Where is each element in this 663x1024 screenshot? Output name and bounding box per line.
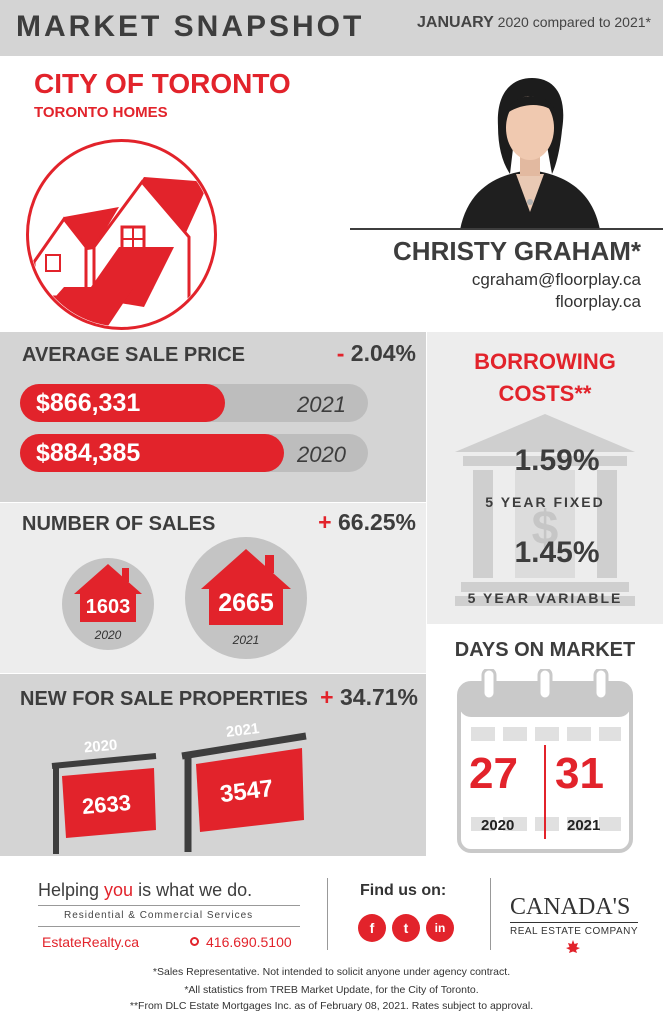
change-sign: + xyxy=(318,509,332,535)
number-of-sales-change: + 66.25% xyxy=(318,509,416,536)
agent-website-link[interactable]: floorplay.ca xyxy=(555,292,641,311)
bank-icon: $ xyxy=(455,414,635,606)
divider xyxy=(490,878,491,950)
variable-rate-label: 5 YEAR VARIABLE xyxy=(467,590,623,606)
days-year: 2021 xyxy=(567,817,601,834)
month-label: JANUARY xyxy=(417,14,494,31)
change-value: 66.25% xyxy=(337,509,416,535)
header-bar xyxy=(0,0,663,56)
borrowing-title-line2: COSTS** xyxy=(498,381,592,406)
sales-year: 2020 xyxy=(94,628,122,642)
borrowing-title-line1: BORROWING xyxy=(474,349,616,374)
sign-icon-2021 xyxy=(181,732,307,852)
phone-link[interactable]: 416.690.5100 xyxy=(206,934,292,950)
days-year: 2020 xyxy=(481,817,515,834)
tagline-part: Helping xyxy=(38,880,105,900)
page-title: MARKET SNAPSHOT xyxy=(16,10,365,43)
borrowing-title: BORROWING COSTS** xyxy=(427,346,663,410)
sales-value: 2665 xyxy=(218,589,274,617)
average-sale-price-title: AVERAGE SALE PRICE xyxy=(22,344,245,366)
price-bar-2021: $866,331 2021 xyxy=(20,384,368,422)
city-subtitle: TORONTO HOMES xyxy=(34,104,168,121)
city-title: CITY OF TORONTO xyxy=(34,68,291,99)
agent-email-link[interactable]: cgraham@floorplay.ca xyxy=(471,270,641,289)
sign-icon-2020 xyxy=(51,753,157,854)
find-us-label: Find us on: xyxy=(360,882,447,899)
brand-logo-name: CANADA'S xyxy=(510,894,631,920)
fixed-rate-label: 5 YEAR FIXED xyxy=(485,494,605,510)
change-value: 2.04% xyxy=(350,340,416,366)
change-sign: - xyxy=(336,340,345,366)
brand-divider xyxy=(510,922,638,923)
variable-rate: 1.45% xyxy=(514,536,600,569)
tagline-part: is what we do. xyxy=(133,880,253,900)
house-icon xyxy=(74,564,142,622)
price-bar-2020: $884,385 2020 xyxy=(20,434,368,472)
facebook-icon[interactable]: f xyxy=(358,914,386,942)
new-for-sale-change: + 34.71% xyxy=(320,684,418,711)
phone-icon xyxy=(190,937,199,946)
price-year: 2020 xyxy=(297,442,346,467)
footnote: **From DLC Estate Mortgages Inc. as of F… xyxy=(129,1000,534,1012)
agent-name: CHRISTY GRAHAM* xyxy=(393,236,641,266)
days-value: 31 xyxy=(555,749,604,798)
borrowing-costs-panel: BORROWING COSTS** $ 1.59% 5 YEAR FIXED 1… xyxy=(427,332,663,624)
tagline-highlight: you xyxy=(104,880,134,900)
price-value: $884,385 xyxy=(36,439,141,467)
average-sale-price-change: - 2.04% xyxy=(337,340,416,367)
footnote: *Sales Representative. Not intended to s… xyxy=(152,966,511,978)
change-value: 34.71% xyxy=(339,684,418,710)
divider xyxy=(38,926,300,927)
average-sale-price-panel: AVERAGE SALE PRICE - 2.04% $866,331 2021… xyxy=(0,332,426,502)
services-label: Residential & Commercial Services xyxy=(64,910,254,921)
date-range: JANUARY 2020 compared to 2021* xyxy=(417,14,651,32)
sign-year: 2020 xyxy=(83,736,119,757)
days-value: 27 xyxy=(469,749,518,798)
tagline: Helping you is what we do. xyxy=(38,880,252,901)
sales-circle-2020: 1603 2020 xyxy=(62,558,154,650)
divider xyxy=(327,878,328,950)
change-sign: + xyxy=(320,684,334,710)
agent-divider xyxy=(350,228,663,230)
agent-photo xyxy=(440,70,620,230)
website-link[interactable]: EstateRealty.ca xyxy=(42,934,140,950)
new-for-sale-title: NEW FOR SALE PROPERTIES xyxy=(20,688,308,710)
price-value: $866,331 xyxy=(36,389,141,417)
sign-value: 2633 xyxy=(80,789,132,820)
maple-leaf-icon xyxy=(566,940,580,953)
price-year: 2021 xyxy=(297,392,346,417)
price-bar-fill xyxy=(20,384,226,422)
brand-logo-sub: REAL ESTATE COMPANY xyxy=(510,926,639,937)
days-title: DAYS ON MARKET xyxy=(454,639,636,661)
twitter-icon[interactable]: t xyxy=(392,914,420,942)
fixed-rate: 1.59% xyxy=(514,444,600,477)
footnote: *All statistics from TREB Market Update,… xyxy=(184,984,479,996)
calendar-icon xyxy=(457,669,633,853)
linkedin-icon[interactable]: in xyxy=(426,914,454,942)
price-bar-fill xyxy=(20,434,285,472)
houses-icon xyxy=(26,139,217,330)
sales-value: 1603 xyxy=(85,596,131,618)
divider xyxy=(38,905,300,906)
svg-text:$: $ xyxy=(532,502,559,555)
compare-label: 2020 compared to 2021* xyxy=(497,14,651,30)
sales-year: 2021 xyxy=(232,633,260,647)
house-icon xyxy=(201,549,291,625)
number-of-sales-title: NUMBER OF SALES xyxy=(22,513,216,535)
sales-circle-2021: 2665 2021 xyxy=(185,537,307,659)
new-for-sale-panel: NEW FOR SALE PROPERTIES + 34.71% 2020 26… xyxy=(0,674,426,856)
number-of-sales-panel: NUMBER OF SALES + 66.25% 1603 2020 2665 … xyxy=(0,503,426,673)
days-on-market-panel: DAYS ON MARKET 27 2020 31 2021 xyxy=(427,625,663,856)
